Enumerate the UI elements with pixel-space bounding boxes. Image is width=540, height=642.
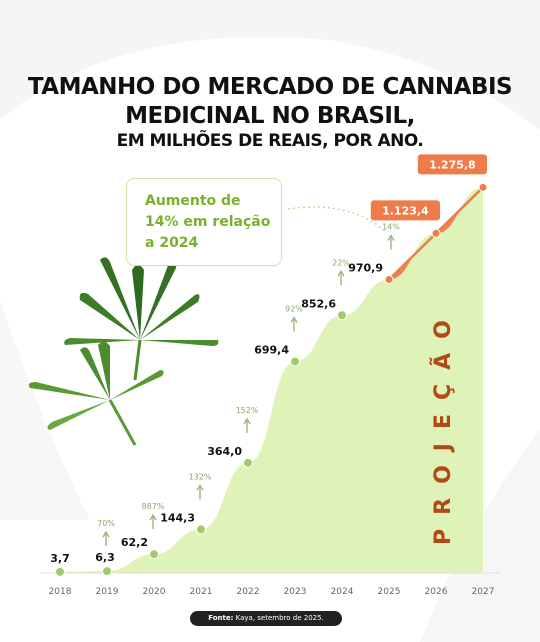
growth-arrow-head bbox=[149, 514, 157, 521]
growth-arrow-head bbox=[387, 234, 395, 241]
data-label: 1.275,8 bbox=[429, 158, 476, 171]
data-point bbox=[55, 566, 65, 577]
chart-title-line-2: MEDICINAL NO BRASIL, bbox=[125, 103, 415, 129]
growth-arrow-head bbox=[196, 484, 204, 491]
source-text: Kaya, setembro de 2025. bbox=[235, 614, 324, 622]
data-point bbox=[337, 310, 347, 321]
annotation-connector bbox=[287, 206, 387, 233]
growth-label: 92% bbox=[285, 305, 303, 314]
growth-label: 887% bbox=[142, 502, 165, 511]
growth-label: 70% bbox=[97, 519, 115, 528]
cannabis-leaf-icon bbox=[64, 257, 219, 381]
data-point bbox=[243, 457, 253, 468]
data-label: 852,6 bbox=[301, 297, 336, 310]
chart-title-line-1: TAMANHO DO MERCADO DE CANNABIS bbox=[27, 74, 513, 100]
cannabis-leaf-small-icon bbox=[28, 341, 164, 446]
growth-label: 14% bbox=[382, 222, 400, 231]
data-point bbox=[478, 182, 488, 192]
growth-arrow-head bbox=[337, 270, 345, 277]
x-tick-label: 2018 bbox=[49, 587, 72, 597]
data-point bbox=[149, 549, 159, 560]
data-point bbox=[290, 356, 300, 367]
x-tick-label: 2023 bbox=[284, 587, 307, 597]
data-label: 364,0 bbox=[207, 445, 242, 458]
data-label: 1.123,4 bbox=[382, 204, 429, 217]
x-tick-label: 2020 bbox=[143, 587, 166, 597]
data-label-badge bbox=[417, 154, 487, 175]
area-fill bbox=[60, 187, 483, 573]
x-tick-label: 2021 bbox=[190, 587, 213, 597]
annotation-line-1: Aumento de bbox=[145, 193, 241, 209]
data-point bbox=[196, 524, 206, 535]
x-tick-label: 2024 bbox=[331, 587, 354, 597]
growth-label: 132% bbox=[189, 472, 212, 481]
data-point bbox=[384, 274, 394, 284]
growth-label: 22% bbox=[332, 258, 350, 267]
x-tick-label: 2027 bbox=[472, 587, 495, 597]
data-point bbox=[102, 566, 112, 577]
growth-label: 152% bbox=[236, 406, 259, 415]
annotation-line-2: 14% em relação bbox=[145, 214, 271, 230]
data-label: 3,7 bbox=[50, 552, 70, 565]
data-label-badge bbox=[370, 200, 440, 221]
data-label: 699,4 bbox=[254, 344, 289, 357]
data-label: 62,2 bbox=[121, 536, 148, 549]
data-label: 6,3 bbox=[95, 551, 115, 564]
x-tick-label: 2022 bbox=[237, 587, 260, 597]
x-tick-label: 2025 bbox=[378, 587, 401, 597]
data-label: 144,3 bbox=[160, 511, 195, 524]
growth-arrow-head bbox=[102, 530, 110, 538]
growth-arrow-head bbox=[290, 316, 298, 323]
chart-subtitle: EM MILHÕES DE REAIS, POR ANO. bbox=[116, 131, 424, 151]
x-tick-label: 2026 bbox=[425, 587, 448, 597]
growth-annotation-box: Aumento de 14% em relação a 2024 bbox=[126, 178, 282, 266]
source-label: Fonte: bbox=[208, 614, 234, 622]
data-point bbox=[431, 228, 441, 238]
projection-label: PROJEÇÃO bbox=[430, 306, 456, 545]
annotation-line-3: a 2024 bbox=[145, 235, 199, 251]
data-label: 970,9 bbox=[348, 261, 383, 274]
growth-arrow-head bbox=[243, 417, 251, 425]
x-tick-label: 2019 bbox=[96, 587, 119, 597]
source-badge: Fonte: Kaya, setembro de 2025. bbox=[190, 611, 342, 626]
